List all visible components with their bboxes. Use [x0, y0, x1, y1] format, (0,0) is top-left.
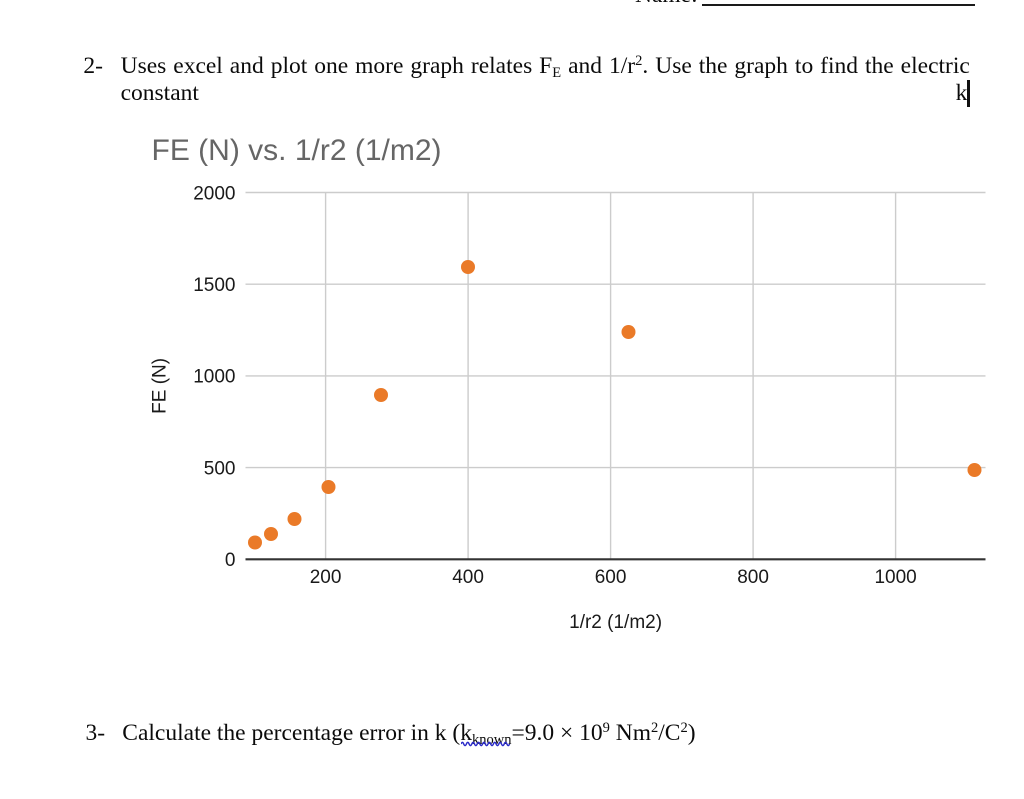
svg-text:400: 400	[452, 567, 484, 588]
svg-text:0: 0	[225, 550, 236, 571]
svg-text:200: 200	[310, 567, 342, 588]
svg-text:2000: 2000	[193, 183, 235, 204]
svg-text:1500: 1500	[193, 275, 235, 296]
svg-text:1000: 1000	[874, 567, 916, 588]
svg-text:FE (N): FE (N)	[150, 358, 171, 414]
svg-text:FE (N) vs. 1/r2 (1/m2): FE (N) vs. 1/r2 (1/m2)	[152, 134, 442, 167]
svg-text:600: 600	[595, 567, 627, 588]
svg-text:500: 500	[204, 458, 236, 479]
svg-text:1/r2 (1/m2): 1/r2 (1/m2)	[569, 612, 662, 633]
svg-text:1000: 1000	[193, 367, 235, 388]
svg-text:800: 800	[737, 567, 769, 588]
